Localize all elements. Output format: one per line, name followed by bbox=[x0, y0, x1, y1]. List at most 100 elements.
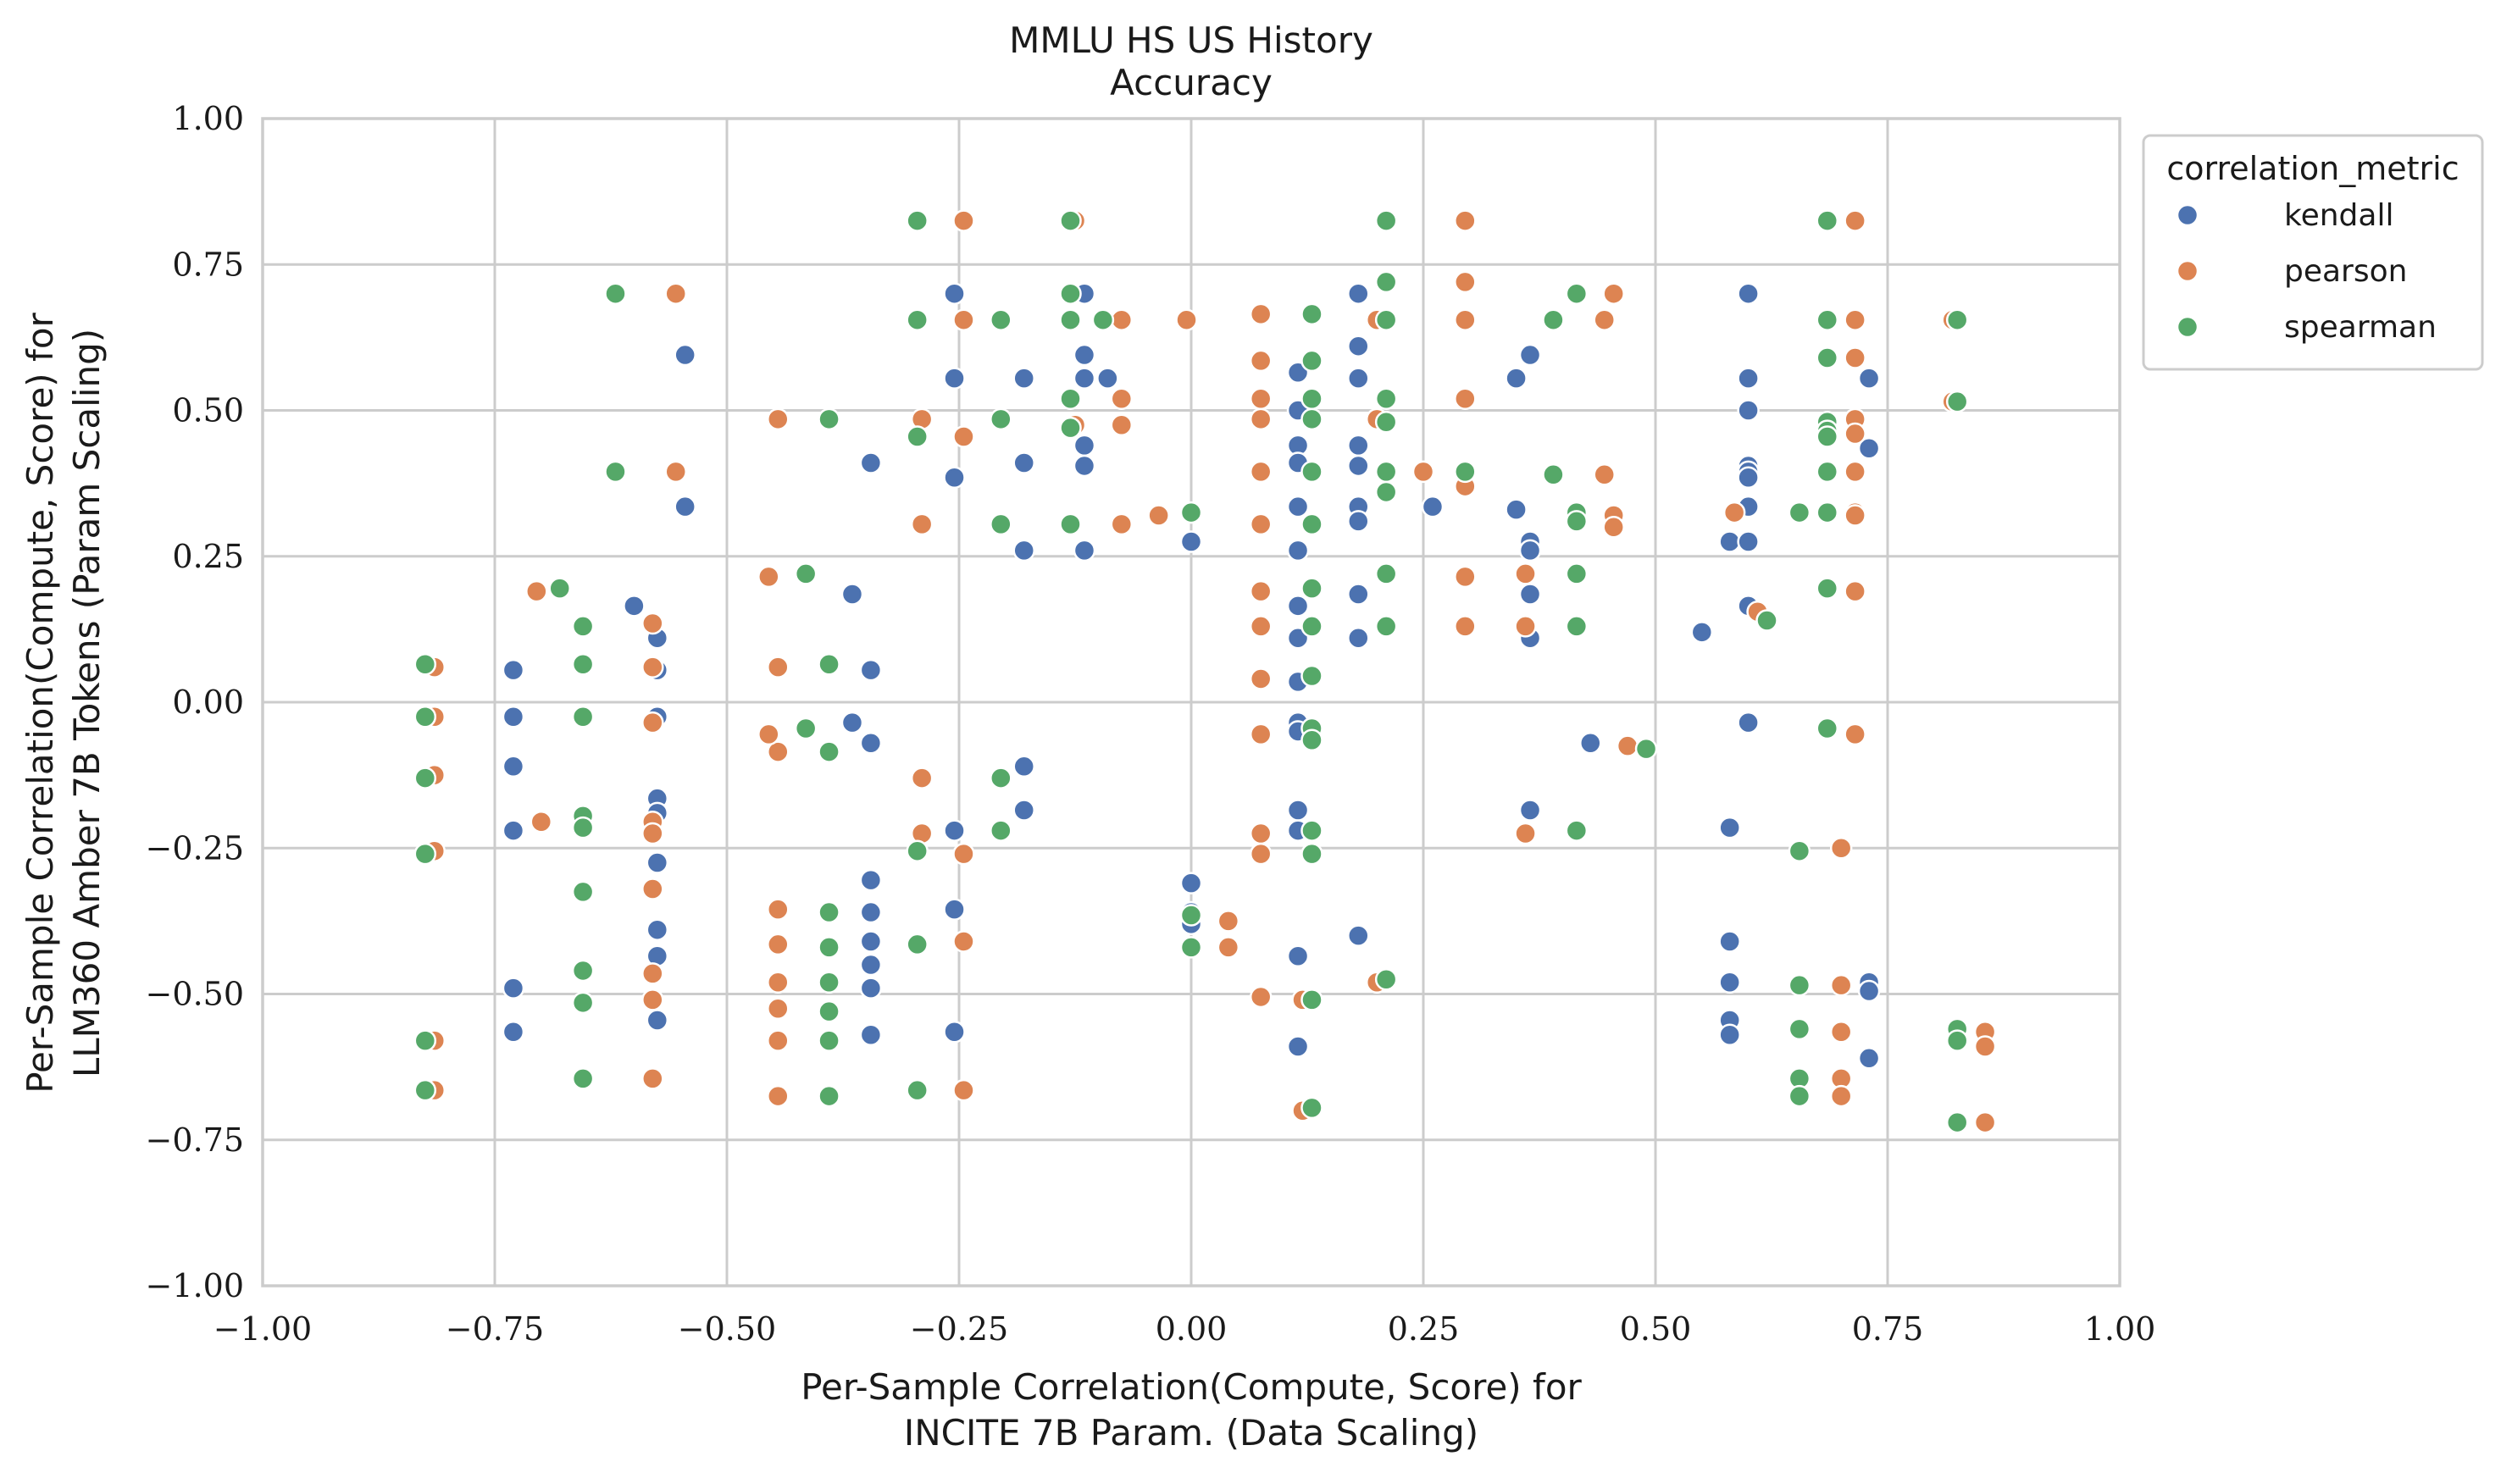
data-point-kendall bbox=[1012, 539, 1035, 562]
data-point-kendall bbox=[1718, 930, 1741, 953]
legend: correlation_metric kendall pearson spearma… bbox=[2142, 134, 2484, 371]
data-point-pearson bbox=[767, 971, 790, 994]
data-point-spearman bbox=[1816, 501, 1839, 524]
data-point-spearman bbox=[1945, 1110, 1969, 1134]
data-point-pearson bbox=[641, 822, 664, 845]
data-point-spearman bbox=[1300, 1096, 1323, 1120]
data-point-kendall bbox=[1012, 755, 1035, 778]
data-point-kendall bbox=[1179, 872, 1203, 894]
data-point-pearson bbox=[767, 997, 790, 1020]
data-point-spearman bbox=[1059, 387, 1082, 410]
data-point-pearson bbox=[1217, 910, 1240, 933]
data-point-spearman bbox=[990, 512, 1012, 536]
y-tick-label: 1.00 bbox=[172, 100, 244, 137]
data-point-kendall bbox=[1857, 437, 1881, 460]
data-point-spearman bbox=[818, 740, 840, 763]
data-point-pearson bbox=[1829, 973, 1853, 997]
data-point-spearman bbox=[990, 767, 1012, 789]
data-point-pearson bbox=[1602, 282, 1625, 305]
x-tick-label: 0.25 bbox=[1388, 1310, 1460, 1348]
data-point-pearson bbox=[767, 898, 790, 921]
x-tick-label: −0.50 bbox=[678, 1310, 776, 1348]
data-point-pearson bbox=[1249, 579, 1273, 603]
data-point-pearson bbox=[664, 460, 687, 484]
data-point-pearson bbox=[1829, 1084, 1853, 1108]
data-point-pearson bbox=[1973, 1110, 1997, 1134]
data-point-spearman bbox=[906, 1078, 929, 1102]
data-point-spearman bbox=[1565, 615, 1589, 638]
data-point-spearman bbox=[1565, 562, 1589, 585]
data-point-spearman bbox=[571, 880, 595, 904]
data-point-kendall bbox=[1012, 799, 1035, 822]
data-point-spearman bbox=[1374, 968, 1398, 991]
data-point-kendall bbox=[1718, 971, 1741, 994]
data-point-kendall bbox=[1737, 711, 1760, 734]
data-point-kendall bbox=[502, 1021, 525, 1044]
data-point-pearson bbox=[1844, 422, 1866, 446]
data-point-spearman bbox=[1816, 209, 1839, 232]
data-point-pearson bbox=[1249, 667, 1273, 690]
data-point-spearman bbox=[1300, 615, 1323, 638]
data-point-kendall bbox=[1073, 434, 1096, 457]
data-point-kendall bbox=[859, 868, 883, 892]
data-point-pearson bbox=[1829, 1021, 1853, 1044]
data-point-pearson bbox=[1110, 413, 1134, 436]
data-point-kendall bbox=[502, 819, 525, 842]
data-point-kendall bbox=[1286, 495, 1310, 518]
data-point-kendall bbox=[859, 731, 883, 755]
data-point-kendall bbox=[1347, 282, 1370, 305]
data-point-pearson bbox=[1249, 460, 1273, 484]
data-point-pearson bbox=[530, 810, 553, 833]
data-point-kendall bbox=[1347, 583, 1370, 606]
chart-subtitle: Accuracy bbox=[1110, 62, 1273, 103]
data-point-kendall bbox=[859, 658, 883, 682]
data-point-spearman bbox=[1374, 308, 1398, 331]
data-point-pearson bbox=[641, 878, 664, 900]
data-point-spearman bbox=[571, 705, 595, 728]
data-point-pearson bbox=[767, 740, 790, 763]
data-point-spearman bbox=[1945, 1029, 1969, 1052]
data-point-pearson bbox=[641, 656, 664, 678]
y-tick-label: 0.25 bbox=[172, 538, 244, 575]
data-point-spearman bbox=[818, 900, 840, 924]
data-point-kendall bbox=[1518, 799, 1542, 822]
data-point-spearman bbox=[990, 819, 1012, 842]
data-point-pearson bbox=[1844, 504, 1866, 527]
x-tick-label: 0.50 bbox=[1620, 1310, 1692, 1348]
data-point-kendall bbox=[859, 977, 883, 999]
data-point-pearson bbox=[1249, 842, 1273, 866]
data-point-kendall bbox=[859, 953, 883, 977]
data-point-pearson bbox=[1844, 346, 1866, 369]
data-point-spearman bbox=[1374, 562, 1398, 585]
y-tick-label: 0.50 bbox=[172, 392, 244, 429]
data-point-pearson bbox=[1829, 837, 1853, 860]
legend-marker-pearson bbox=[2176, 259, 2199, 283]
data-point-kendall bbox=[1857, 367, 1881, 390]
data-point-pearson bbox=[1722, 501, 1746, 524]
data-point-kendall bbox=[502, 658, 525, 682]
y-tick-label: −0.75 bbox=[146, 1121, 244, 1159]
data-point-spearman bbox=[571, 652, 595, 676]
data-point-spearman bbox=[794, 562, 818, 585]
y-tick-label: −0.50 bbox=[146, 976, 244, 1013]
data-point-spearman bbox=[1788, 1084, 1811, 1108]
data-point-spearman bbox=[1300, 728, 1323, 752]
data-point-spearman bbox=[1788, 1017, 1811, 1041]
data-point-pearson bbox=[1844, 308, 1866, 331]
data-point-spearman bbox=[1788, 973, 1811, 997]
data-point-kendall bbox=[1073, 539, 1096, 562]
legend-marker-kendall bbox=[2176, 203, 2199, 227]
data-point-pearson bbox=[641, 962, 664, 985]
data-point-kendall bbox=[1737, 530, 1760, 553]
data-point-pearson bbox=[952, 425, 975, 448]
data-point-spearman bbox=[1945, 308, 1969, 331]
data-point-kendall bbox=[1718, 816, 1741, 839]
data-point-spearman bbox=[1300, 664, 1323, 688]
data-point-spearman bbox=[906, 425, 929, 448]
x-tick-label: 1.00 bbox=[2084, 1310, 2156, 1348]
data-point-spearman bbox=[604, 460, 627, 484]
data-point-pearson bbox=[525, 579, 548, 603]
data-point-pearson bbox=[1844, 209, 1866, 232]
data-point-kendall bbox=[943, 367, 966, 390]
y-tick-label: 0.00 bbox=[172, 684, 244, 721]
